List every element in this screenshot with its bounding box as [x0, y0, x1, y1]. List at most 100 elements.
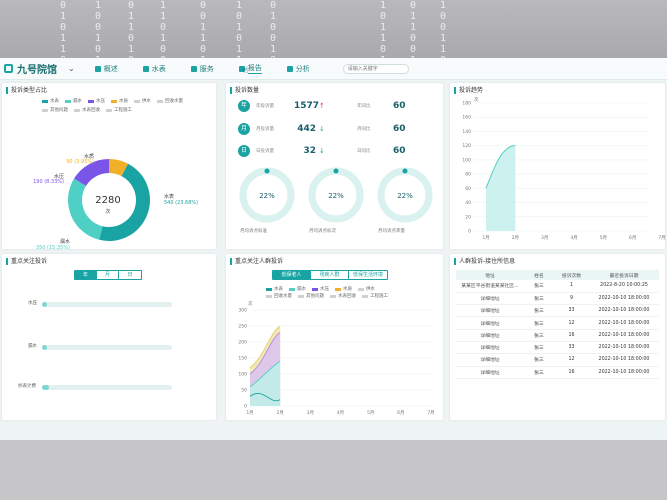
legend-item[interactable]: 水表回收: [330, 293, 356, 299]
legend-item[interactable]: 水表: [42, 98, 59, 104]
stat-row-month: 月 月投诉量 442 ↓ 月同比 60: [238, 123, 406, 135]
legend-item[interactable]: 水质: [111, 98, 128, 104]
table-row[interactable]: 详细地址 张三 12 2022-10-10 18:00:00: [456, 316, 659, 330]
tab-low-income[interactable]: 低保生活环境: [352, 272, 383, 278]
search-input[interactable]: [342, 63, 409, 74]
table-header-row: 地址 姓名 投诉次数 最近投诉日期: [456, 270, 659, 280]
donut-center-unit: 次: [105, 209, 111, 215]
nav-label: 概述: [103, 64, 118, 73]
bar-track: [42, 345, 172, 350]
table-cell: 12: [554, 316, 589, 330]
table-cell: 16: [554, 366, 589, 379]
people-line: [249, 360, 281, 388]
nav-label: 分析: [295, 64, 310, 73]
binary-background: 0 1 0 1 1 0 1 0 0 1 0 1 0 1 1 0 1 0 1 1 0 1…: [0, 0, 667, 60]
x-tick-label: 4月: [570, 235, 577, 241]
chevron-down-icon[interactable]: ⌄: [68, 64, 75, 73]
service-icon: [190, 65, 197, 72]
nav-item-report[interactable]: 报告: [238, 63, 287, 74]
bar-fill: [42, 385, 49, 390]
legend-item[interactable]: 供水: [358, 286, 375, 292]
legend-item[interactable]: 其他问题: [298, 293, 324, 299]
legend-item[interactable]: 漏水: [289, 286, 306, 292]
table-row[interactable]: 详细地址 张三 33 2022-10-10 18:00:00: [456, 341, 659, 355]
drop-icon: [142, 65, 149, 72]
table-cell: 详细地址: [456, 329, 524, 342]
table-cell: 2022-10-10 18:00:00: [589, 329, 659, 342]
nav-item-service[interactable]: 服务: [190, 63, 239, 74]
x-tick-label: 3月: [541, 235, 548, 241]
nav-item-overview[interactable]: 概述: [94, 63, 143, 74]
donut-label-name: 水质: [83, 154, 94, 160]
table-row[interactable]: 详细地址 张三 9 2022-10-10 18:00:00: [456, 292, 659, 306]
binary-column: 1 0 0 1 0 1: [95, 0, 102, 60]
nav-item-analysis[interactable]: 分析: [286, 63, 335, 74]
ring-handle: [333, 168, 339, 174]
legend-item[interactable]: 其他问题: [42, 107, 68, 113]
table-cell: 2022-10-10 18:00:00: [589, 292, 659, 306]
donut-label-value: 350 (15.35%): [35, 245, 70, 251]
y-tick-label: 50: [241, 388, 247, 394]
donut-slice: [99, 163, 150, 241]
nav-item-water-meter[interactable]: 水表: [142, 63, 191, 74]
table-row[interactable]: 详细地址 张三 16 2022-10-10 18:00:00: [456, 329, 659, 342]
legend-item[interactable]: 水表: [266, 286, 283, 292]
people-area: [250, 361, 281, 406]
table-cell: 2022-10-10 18:00:00: [589, 304, 659, 318]
table-cell: 张三: [524, 353, 554, 367]
stat-value: 32: [303, 146, 316, 156]
y-tick-label: 250: [238, 324, 247, 330]
tab-year[interactable]: 年: [75, 271, 97, 279]
table-row[interactable]: 详细地址 张三 33 2022-10-10 18:00:00: [456, 304, 659, 318]
binary-column: 1 0 1 0 1 1: [236, 0, 243, 60]
stat-row-day: 日 日投诉量 32 ↓ 日同比 60: [238, 145, 406, 157]
brand[interactable]: 九号院馆: [4, 61, 64, 76]
table-row[interactable]: 详细地址 张三 12 2022-10-10 18:00:00: [456, 353, 659, 367]
donut-slice: [74, 159, 109, 186]
x-tick-label: 6月: [629, 235, 636, 241]
tab-month[interactable]: 月: [97, 271, 119, 279]
table-cell: 2022-10-10 18:00:00: [589, 353, 659, 367]
legend-item[interactable]: 回收水量: [157, 98, 183, 104]
legend-item[interactable]: 工程施工: [106, 107, 132, 113]
panel-complaint-count: 投诉数量 年 年投诉量 1577 ↑ 年同比 60 月 月投诉量 442 ↓ 月…: [226, 83, 443, 249]
bar-label: 漏水: [28, 344, 37, 349]
bar-track: [42, 385, 172, 390]
legend-item[interactable]: 回收水量: [266, 293, 292, 299]
tab-elderly[interactable]: 低保老人: [273, 271, 311, 279]
tab-disabled[interactable]: 残疾人群: [311, 271, 349, 279]
y-tick-label: 300: [238, 308, 247, 314]
legend-item[interactable]: 供水: [134, 98, 151, 104]
y-tick-label: 120: [462, 143, 471, 149]
tab-day[interactable]: 日: [127, 272, 133, 278]
legend-item[interactable]: 水压: [88, 98, 105, 104]
column-header[interactable]: 地址: [456, 270, 524, 280]
table-cell: 详细地址: [456, 316, 524, 330]
column-header[interactable]: 最近投诉日期: [589, 270, 659, 280]
binary-column: 0 1 1 0 1 0: [128, 0, 135, 60]
column-header[interactable]: 投诉次数: [554, 270, 589, 280]
bar-track: [42, 302, 172, 307]
stat-value: 1577: [294, 101, 320, 111]
table-cell: 12: [554, 353, 589, 367]
y-tick-label: 0: [244, 404, 247, 410]
table-cell: 2022-8-20 10:00:25: [589, 280, 659, 293]
legend-item[interactable]: 水质: [335, 286, 352, 292]
badge-day: 日: [238, 145, 250, 157]
y-tick-label: 180: [462, 101, 471, 107]
table-cell: 详细地址: [456, 353, 524, 367]
stat-label: 日投诉量: [256, 149, 274, 154]
table-row[interactable]: 某某区平谷街道某某社区... 张三 1 2022-8-20 10:00:25: [456, 280, 659, 293]
legend-item[interactable]: 漏水: [65, 98, 82, 104]
ring-handle: [402, 168, 408, 174]
column-header[interactable]: 姓名: [524, 270, 554, 280]
table-cell: 9: [554, 292, 589, 306]
stat-row-year: 年 年投诉量 1577 ↑ 年同比 60: [238, 100, 406, 112]
table-cell: 2022-10-10 18:00:00: [589, 341, 659, 355]
legend-item[interactable]: 水压: [312, 286, 329, 292]
table-row[interactable]: 详细地址 张三 16 2022-10-10 18:00:00: [456, 366, 659, 379]
legend-item[interactable]: 工程施工: [362, 293, 388, 299]
arrow-down-icon: ↓: [319, 125, 325, 133]
legend-item[interactable]: 水表回收: [74, 107, 100, 113]
binary-column: 0 0 1 1 0 1: [200, 0, 207, 60]
